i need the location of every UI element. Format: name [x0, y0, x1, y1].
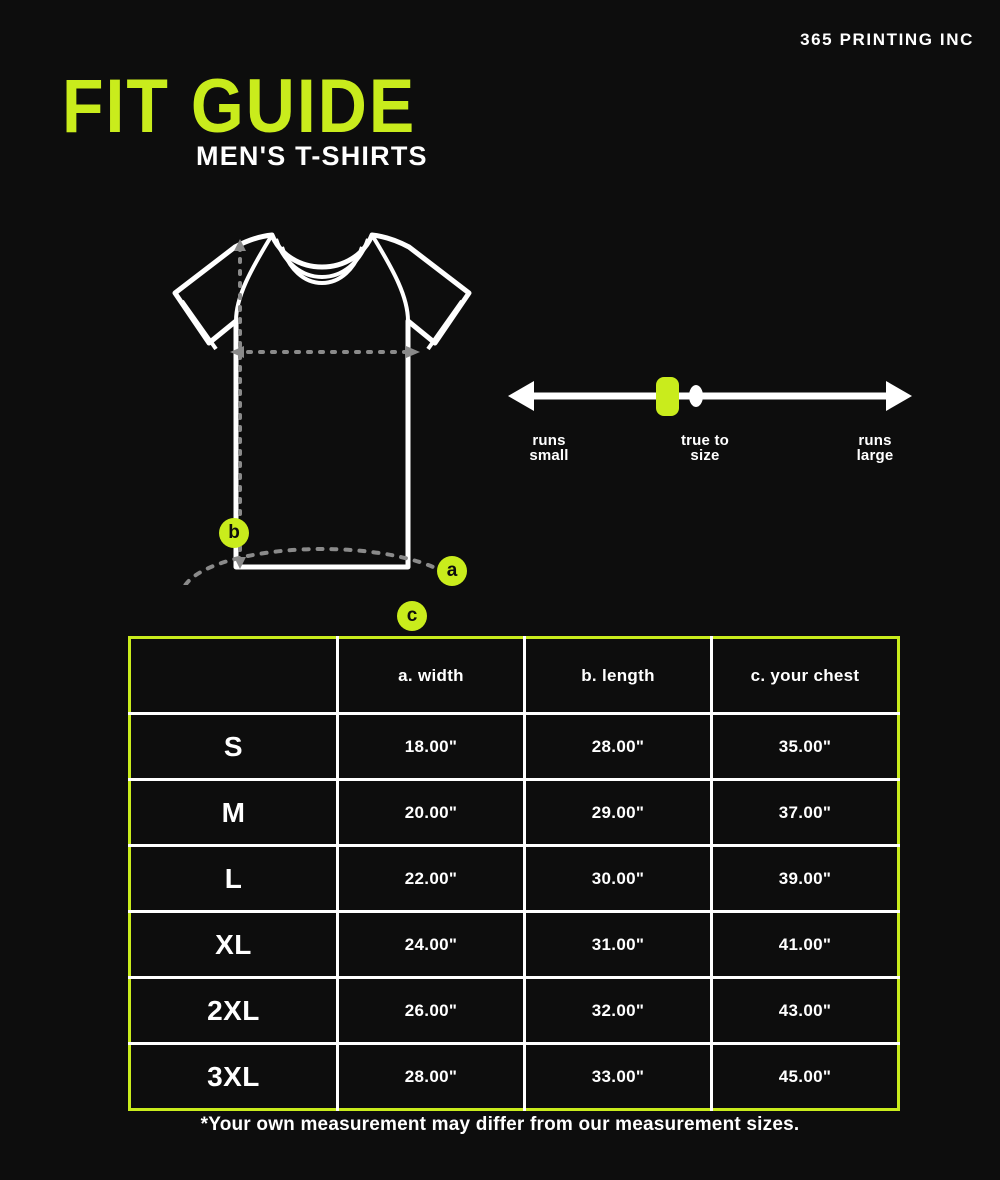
- table-header: a. width b. length c. your chest: [129, 637, 899, 715]
- cell-size: 3XL: [129, 1042, 339, 1110]
- diagram-marker-c: c: [397, 601, 427, 631]
- label-small-line2: small: [529, 447, 569, 464]
- table-body: S 18.00" 28.00" 35.00" M 20.00" 29.00" 37.00" L 2…: [129, 712, 899, 1110]
- cell-chest: 37.00": [710, 778, 899, 847]
- arrow-right-icon: [886, 381, 912, 411]
- header-chest: c. your chest: [710, 637, 899, 715]
- cell-length: 28.00": [523, 712, 713, 781]
- cell-width: 22.00": [336, 844, 526, 913]
- cell-size: S: [129, 712, 339, 781]
- table-row: 3XL 28.00" 33.00" 45.00": [129, 1042, 899, 1110]
- cell-chest: 39.00": [710, 844, 899, 913]
- page-title: FIT GUIDE: [62, 63, 417, 149]
- arrow-left-icon: [508, 381, 534, 411]
- fit-scale-label-true: true to size: [640, 433, 770, 463]
- label-small-line1: runs: [532, 432, 566, 449]
- brand-name: 365 PRINTING INC: [800, 30, 974, 49]
- label-true-line2: size: [690, 447, 720, 464]
- cell-size: 2XL: [129, 976, 339, 1045]
- header-size: [129, 637, 339, 715]
- table-row: L 22.00" 30.00" 39.00": [129, 844, 899, 913]
- diagram-marker-a: a: [437, 556, 467, 586]
- cell-chest: 41.00": [710, 910, 899, 979]
- table-row: S 18.00" 28.00" 35.00": [129, 712, 899, 781]
- cell-chest: 43.00": [710, 976, 899, 1045]
- cell-size: XL: [129, 910, 339, 979]
- cell-width: 26.00": [336, 976, 526, 1045]
- footnote: *Your own measurement may differ from ou…: [200, 1114, 800, 1135]
- size-chart-table: a. width b. length c. your chest S 18.00"…: [128, 636, 900, 1111]
- fit-scale-arrow-icon: [508, 377, 912, 416]
- cell-length: 31.00": [523, 910, 713, 979]
- table-row: XL 24.00" 31.00" 41.00": [129, 910, 899, 979]
- fit-scale-dot: [689, 385, 703, 407]
- cell-width: 24.00": [336, 910, 526, 979]
- table-header-row: a. width b. length c. your chest: [129, 637, 899, 715]
- diagram-marker-b: b: [219, 518, 249, 548]
- header-length: b. length: [523, 637, 713, 715]
- label-large-line1: runs: [858, 432, 892, 449]
- cell-size: L: [129, 844, 339, 913]
- cell-length: 32.00": [523, 976, 713, 1045]
- tshirt-diagram: b a c: [90, 225, 490, 631]
- table-row: 2XL 26.00" 32.00" 43.00": [129, 976, 899, 1045]
- fit-scale-marker: [656, 377, 679, 416]
- cell-length: 30.00": [523, 844, 713, 913]
- cell-width: 20.00": [336, 778, 526, 847]
- fit-scale: runs small true to size runs large: [500, 368, 920, 478]
- fit-scale-label-large: runs large: [810, 433, 940, 463]
- cell-width: 18.00": [336, 712, 526, 781]
- cell-length: 33.00": [523, 1042, 713, 1110]
- fit-scale-label-small: runs small: [484, 433, 614, 463]
- header-width: a. width: [336, 637, 526, 715]
- cell-width: 28.00": [336, 1042, 526, 1110]
- label-true-line1: true to: [680, 432, 730, 449]
- table-row: M 20.00" 29.00" 37.00": [129, 778, 899, 847]
- cell-chest: 35.00": [710, 712, 899, 781]
- tshirt-outline-icon: [172, 232, 472, 585]
- page-subtitle: MEN'S T-SHIRTS: [196, 141, 428, 171]
- cell-length: 29.00": [523, 778, 713, 847]
- label-large-line2: large: [856, 447, 894, 464]
- cell-chest: 45.00": [710, 1042, 899, 1110]
- cell-size: M: [129, 778, 339, 847]
